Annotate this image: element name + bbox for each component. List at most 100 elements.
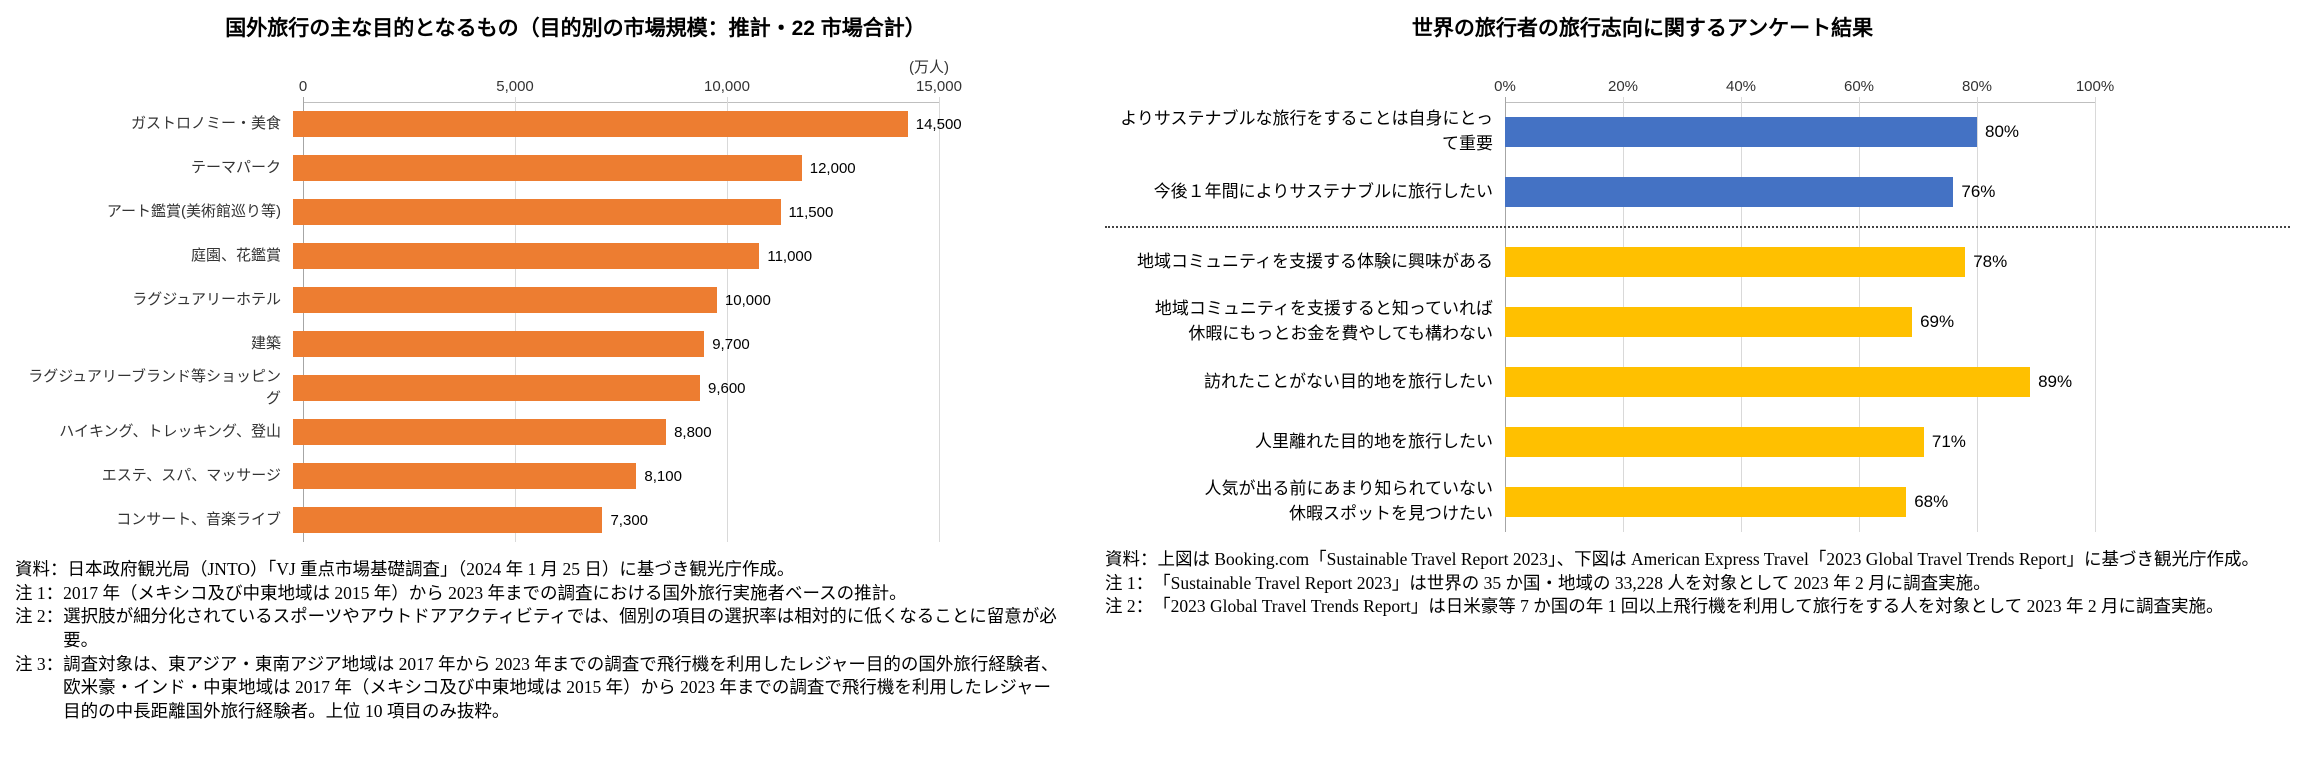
bar-value-label: 8,100 [644, 467, 682, 485]
bar-value-label: 80% [1985, 122, 2020, 141]
bar-track: 76% [1505, 162, 2255, 222]
bar-row: 地域コミュニティを支援すると知っていれば 休暇にもっとお金を費やしても構わない 6… [1105, 292, 2290, 352]
footnote-text: 選択肢が細分化されているスポーツやアウトドアアクティビティでは、個別の項目の選択… [63, 606, 1057, 650]
bar-row: 地域コミュニティを支援する体験に興味がある 78% [1105, 232, 2290, 292]
footnote-label: 注 2： [1105, 596, 1154, 617]
left-footnotes: 資料： 日本政府観光局（JNTO）「VJ 重点市場基礎調査」（2024 年 1 月… [15, 558, 1060, 723]
category-label: よりサステナブルな旅行をすることは自身にとって重要 [1120, 109, 1493, 153]
footnote-text: 上図は Booking.com「Sustainable Travel Repor… [1157, 549, 2260, 569]
bar-row: よりサステナブルな旅行をすることは自身にとって重要 80% [1105, 102, 2290, 162]
plot-grid [303, 97, 940, 542]
bar-value-label: 69% [1920, 312, 1955, 331]
category-label: アート鑑賞(美術館巡り等) [106, 203, 281, 221]
bar [1505, 427, 1924, 457]
bar-row: エステ、スパ、マッサージ 8,100 [15, 454, 1060, 498]
survey-chart: 0% 20% 40% 60% 80% 100% よりサステナブルな旅行をすることは自身にと… [1105, 56, 2290, 532]
footnote: 注 2： 選択肢が細分化されているスポーツやアウトドアアクティビティでは、個別の項… [15, 605, 1060, 652]
bar-value-label: 71% [1931, 432, 1966, 451]
x-axis-tick-label: 60% [1843, 78, 1875, 95]
market-size-chart: (万人) 0 5,000 10,000 15,000 ガストロノミー・美食 14,500… [15, 56, 1060, 542]
x-axis-tick-label: 0% [1494, 78, 1516, 95]
bar-value-label: 76% [1961, 182, 1996, 201]
bar [1505, 487, 1907, 517]
series-separator [1105, 226, 2290, 228]
bar-value-label: 14,500 [915, 115, 962, 133]
footnote-text: 調査対象は、東アジア・東南アジア地域は 2017 年から 2023 年までの調査… [63, 653, 1059, 721]
bar [1505, 247, 1966, 277]
bar-value-label: 7,300 [610, 511, 649, 529]
bar-track: 69% [1505, 292, 2255, 352]
category-label: 地域コミュニティを支援する体験に興味がある [1137, 251, 1493, 271]
x-axis-tick-label: 5,000 [496, 78, 534, 95]
footnote-label: 資料： [15, 559, 68, 579]
unit-row: (万人) [15, 56, 1060, 78]
bar [292, 375, 700, 401]
bar [292, 199, 781, 225]
category-label: 人気が出る前にあまり知られていない 休暇スポットを見つけたい [1204, 479, 1494, 523]
bar-value-label: 8,800 [674, 423, 712, 441]
bar-row: 建築 9,700 [15, 322, 1060, 366]
bar-value-label: 10,000 [724, 291, 771, 309]
gridline [727, 97, 728, 542]
x-axis: 0% 20% 40% 60% 80% 100% [1494, 78, 2114, 102]
bar [1505, 177, 1954, 207]
footnote: 注 1： 2017 年（メキシコ及び中東地域は 2015 年）から 2023 年ま… [15, 582, 1060, 606]
category-label: ハイキング、トレッキング、登山 [59, 423, 281, 441]
bar-value-label: 89% [2038, 372, 2073, 391]
bar-value-label: 9,600 [707, 379, 746, 397]
bar-track: 8,800 [292, 410, 1060, 454]
bar-value-label: 11,500 [788, 203, 834, 221]
bar-row: 人気が出る前にあまり知られていない 休暇スポットを見つけたい 68% [1105, 472, 2290, 532]
bar-track: 78% [1505, 232, 2255, 292]
footnote-label: 注 3： [15, 653, 64, 674]
bar [1505, 307, 1913, 337]
bar-row: ラグジュアリーホテル 10,000 [15, 278, 1060, 322]
category-label: 訪れたことがない目的地を旅行したい [1204, 371, 1493, 391]
market-size-panel: 国外旅行の主な目的となるもの（目的別の市場規模：推計・22 市場合計） (万人)… [15, 12, 1060, 723]
bar-track: 9,700 [292, 322, 1060, 366]
footnote: 注 3： 調査対象は、東アジア・東南アジア地域は 2017 年から 2023 年ま… [15, 653, 1060, 724]
bar-track: 7,300 [292, 498, 1060, 542]
bar-value-label: 78% [1973, 252, 2008, 271]
category-label: コンサート、音楽ライブ [116, 511, 281, 529]
bar [292, 111, 908, 137]
x-axis-tick-label: 10,000 [704, 78, 750, 95]
footnote-text: 日本政府観光局（JNTO）「VJ 重点市場基礎調査」（2024 年 1 月 25… [67, 559, 795, 579]
bar-value-label: 9,700 [712, 335, 750, 353]
bar [1505, 117, 1977, 147]
plot-area: よりサステナブルな旅行をすることは自身にとって重要 80% 今後１年間によりサステナ… [1105, 97, 2290, 532]
footnote-label: 注 1： [1105, 572, 1154, 593]
category-label: ラグジュアリーホテル [132, 291, 281, 309]
category-label: 建築 [250, 335, 281, 353]
x-axis: 0 5,000 10,000 15,000 [299, 78, 962, 102]
plot-area: ガストロノミー・美食 14,500 テーマパーク 12,000 アート鑑賞(美術館巡り等… [15, 97, 1060, 542]
bar [292, 155, 802, 181]
footnote-label: 資料： [1105, 549, 1158, 569]
footnote: 注 2： 「2023 Global Travel Trends Report」は日… [1105, 595, 2290, 619]
bar [292, 507, 603, 533]
gridline [939, 97, 940, 542]
x-axis-tick-label: 80% [1961, 78, 1993, 95]
x-axis-tick-label: 40% [1725, 78, 1757, 95]
x-axis-tick-label: 0 [298, 78, 308, 95]
bar-track: 12,000 [292, 146, 1060, 190]
right-footnotes: 資料： 上図は Booking.com「Sustainable Travel Re… [1105, 548, 2290, 619]
bar-row: 今後１年間によりサステナブルに旅行したい 76% [1105, 162, 2290, 222]
x-axis-line [303, 102, 939, 103]
bar [292, 419, 667, 445]
bar-track: 80% [1505, 102, 2255, 162]
bar-value-label: 12,000 [809, 159, 856, 177]
unit-row [1105, 56, 2290, 78]
bar-track: 9,600 [292, 366, 1060, 410]
category-label: 人里離れた目的地を旅行したい [1255, 431, 1493, 451]
x-axis-line [1505, 102, 2095, 103]
bar-row: コンサート、音楽ライブ 7,300 [15, 498, 1060, 542]
left-chart-title: 国外旅行の主な目的となるもの（目的別の市場規模：推計・22 市場合計） [225, 17, 926, 40]
bar [292, 331, 705, 357]
category-label: 今後１年間によりサステナブルに旅行したい [1153, 181, 1493, 201]
category-label: ガストロノミー・美食 [130, 115, 281, 133]
x-axis-tick-label: 20% [1607, 78, 1639, 95]
footnote-text: 「Sustainable Travel Report 2023」は世界の 35 … [1153, 572, 1991, 593]
category-label: テーマパーク [190, 159, 281, 177]
